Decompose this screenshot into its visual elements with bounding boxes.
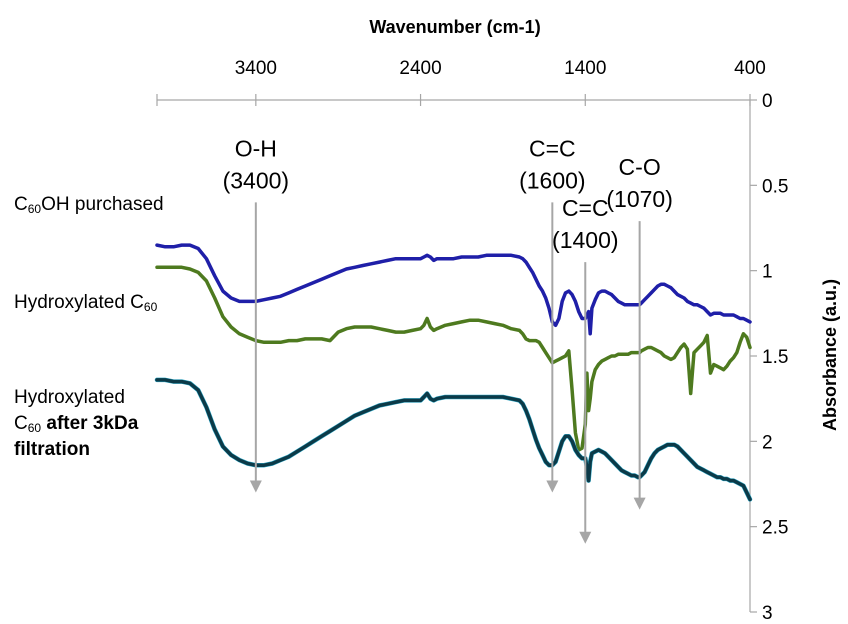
x-axis-title: Wavenumber (cm-1) — [369, 17, 540, 37]
label-filtered-line2: C60 after 3kDa — [14, 411, 138, 437]
label-hydroxylated-main: Hydroxylated C — [14, 292, 144, 313]
annotation-arrowhead — [633, 497, 646, 510]
series-layer — [154, 243, 753, 502]
x-tick-label: 1400 — [564, 58, 606, 79]
x-tick-label: 2400 — [399, 58, 441, 79]
x-tick-label: 400 — [734, 58, 766, 79]
y-tick-label: 2.5 — [762, 518, 788, 539]
label-hydroxylated: Hydroxylated C60 — [14, 290, 157, 316]
annotation-arrowhead — [579, 531, 592, 544]
y-axis-title: Absorbance (a.u.) — [820, 279, 840, 431]
y-tick-label: 1 — [762, 262, 773, 283]
annotation-label-group: C-O — [619, 154, 661, 180]
annotation-layer: O-H(3400)C=C(1600)C=C(1400)C-O(1070) — [223, 135, 673, 544]
annotation-label-wavenumber: (1400) — [552, 227, 618, 253]
label-filtered: Hydroxylated C60 after 3kDa filtration — [14, 385, 138, 463]
x-tick-label: 3400 — [235, 58, 277, 79]
label-filtered-sub: 60 — [27, 421, 42, 435]
x-axis: 3400 2400 1400 400 — [156, 58, 766, 106]
label-purchased: C60OH purchased — [14, 192, 164, 218]
annotation-label-group: C=C — [562, 195, 609, 221]
annotation-label-wavenumber: (3400) — [223, 167, 289, 193]
label-filtered-bold: after 3kDa — [41, 413, 139, 434]
label-filtered-main: C — [14, 413, 28, 434]
annotation-label-group: C=C — [529, 135, 576, 161]
annotation-label-group: O-H — [235, 135, 277, 161]
label-filtered-line1: Hydroxylated — [14, 387, 125, 408]
series-line-hydroxylated — [155, 265, 752, 452]
annotation-label-wavenumber: (1600) — [519, 167, 585, 193]
y-tick-label: 1.5 — [762, 347, 788, 368]
y-tick-label: 3 — [762, 603, 773, 624]
annotation-label-wavenumber: (1070) — [606, 186, 672, 212]
label-purchased-sub: 60 — [27, 202, 42, 216]
y-tick-label: 0.5 — [762, 176, 788, 197]
y-axis: 0 0.5 1 1.5 2 2.5 3 — [749, 91, 788, 624]
annotation-arrowhead — [249, 480, 262, 493]
label-hydroxylated-sub: 60 — [143, 300, 158, 314]
y-tick-label: 2 — [762, 432, 773, 453]
y-tick-label: 0 — [762, 91, 773, 112]
series-line-purchased — [155, 243, 752, 336]
label-purchased-main: C — [14, 194, 28, 215]
label-purchased-tail: OH purchased — [41, 194, 164, 215]
label-filtered-line3: filtration — [14, 439, 90, 460]
series-line-filtered — [155, 378, 752, 502]
annotation-arrowhead — [546, 480, 559, 493]
